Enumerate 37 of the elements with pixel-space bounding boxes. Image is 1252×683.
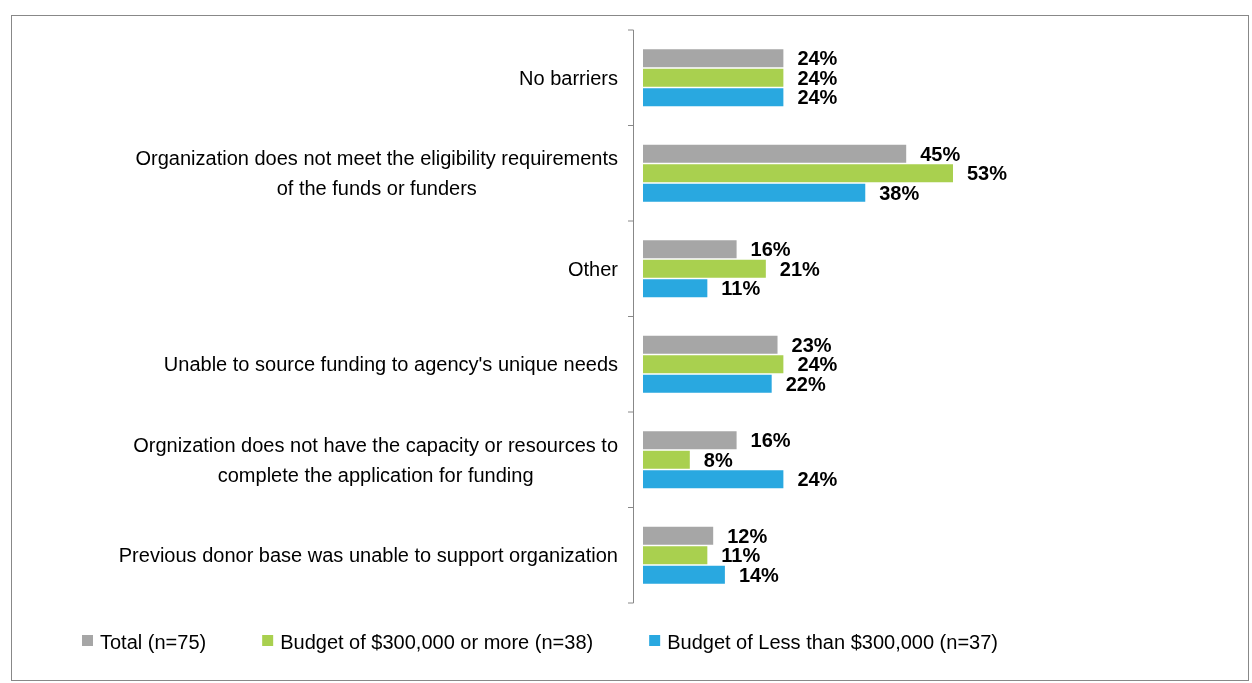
bar [643,259,766,278]
bar [643,144,907,163]
bar [643,68,784,87]
bar [643,49,784,68]
data-label: 45% [920,142,961,165]
data-label: 53% [967,162,1008,185]
y-tick-label: No barriers [519,66,618,89]
bar [643,279,708,298]
bar [643,374,772,393]
bar [643,470,784,489]
data-label: 8% [703,448,733,471]
bar [643,450,690,469]
y-tick-label: Other [567,257,619,280]
bar [643,526,714,545]
bar [643,88,784,107]
data-label: 24% [797,468,838,491]
data-label: 23% [791,333,832,356]
data-label: 12% [727,524,768,547]
legend-label: Total (n=75) [100,631,207,653]
bar [643,355,784,374]
bar [643,183,866,202]
legend-label: Budget of $300,000 or more (n=38) [280,631,594,653]
bar [643,546,708,565]
y-tick-label: Orgnization does not have the capacity or resources to complete the application for funding [133,433,618,486]
bar [643,240,737,259]
legend-label: Budget of Less than $300,000 (n=37) [667,631,998,653]
bar [643,335,778,354]
y-tick-label: Organization does not meet the eligibility requirements of the funds or funders [135,147,618,200]
bar [643,164,953,183]
data-label: 38% [879,181,920,204]
y-tick-label: Unable to source funding to agency's unique needs [163,353,618,376]
data-label: 11% [721,277,761,300]
bar [643,431,737,450]
data-label: 24% [797,86,838,109]
bar [643,565,725,584]
y-tick-label: Previous donor base was unable to support organization [118,544,618,567]
data-label: 16% [750,429,791,452]
